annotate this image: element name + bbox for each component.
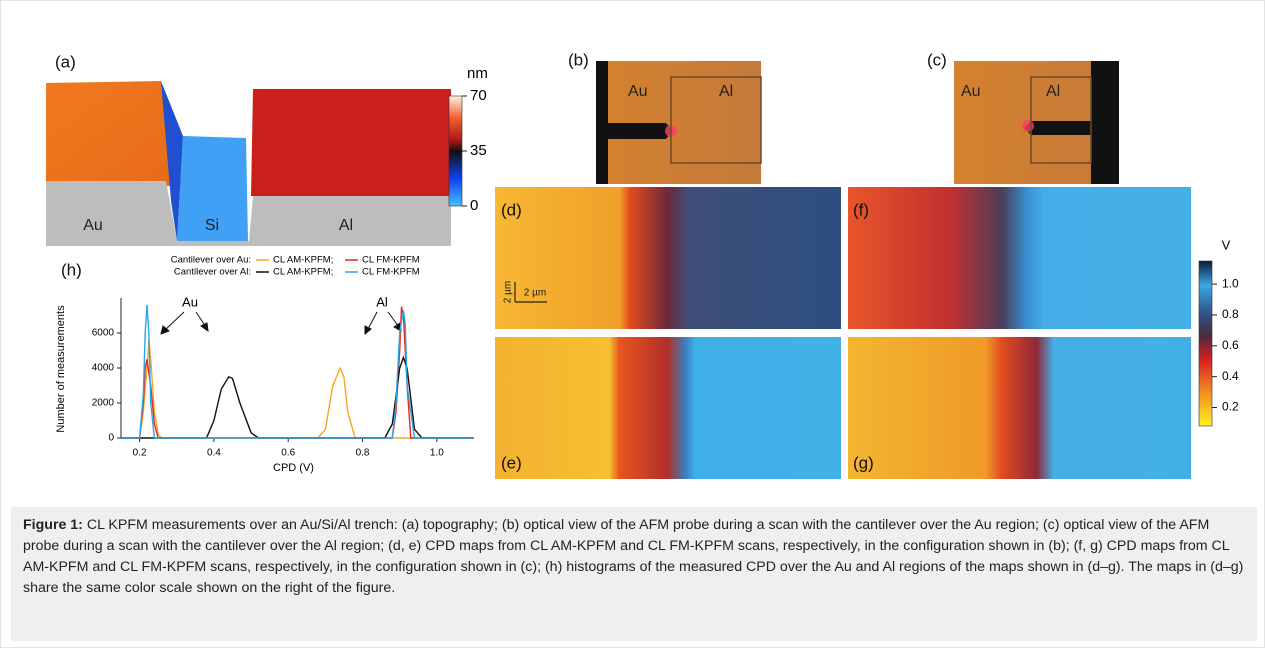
panel-label: (a) [55,52,76,71]
panel-label: (f) [853,200,869,219]
region-label: Au [628,83,648,100]
annotation: Au [182,294,198,309]
histogram-line [121,304,474,439]
panel-label: (h) [61,260,82,279]
panel-label: (d) [501,200,522,219]
colorbar-topo [448,95,463,207]
y-axis-label: Number of measurements [55,305,67,433]
panel-label: (b) [568,50,589,69]
colorbar-tick-label: 0.6 [1222,338,1239,352]
colorbar-unit: nm [467,65,488,82]
optical-b [596,61,762,184]
x-tick-label: 0.2 [133,448,147,459]
caption-text: CL KPFM measurements over an Au/Si/Al tr… [23,517,1244,596]
legend-label: CL AM-KPFM; [273,267,333,278]
histogram-line [121,306,474,439]
map-e [495,337,841,479]
region-label: Au [961,83,981,100]
x-tick-label: 0.4 [207,448,221,459]
colorbar-tick-label: 0.4 [1222,369,1239,383]
y-tick-label: 0 [108,433,114,444]
y-tick-label: 2000 [92,398,115,409]
legend-label: CL FM-KPFM [362,255,420,266]
colorbar-tick-label: 1.0 [1222,276,1239,290]
map-d [495,187,841,329]
optical-c [954,61,1119,184]
region-label: Au [83,217,103,234]
annotation: Al [376,294,388,309]
legend-row-label: Cantilever over Au: [171,255,251,266]
colorbar-tick-label: 70 [470,87,487,104]
panel-label: (g) [853,453,874,472]
caption: Figure 1: CL KPFM measurements over an A… [11,507,1257,641]
colorbar-tick-label: 35 [470,142,487,159]
legend-row-label: Cantilever over Al: [174,267,251,278]
y-tick-label: 4000 [92,363,115,374]
map-f [848,187,1191,329]
figure: (a) (b) (c) (d) (f) (e) (g) (h) Au Si Al… [46,50,1239,479]
x-tick-label: 0.6 [281,448,295,459]
region-label: Al [1046,83,1060,100]
map-g [848,337,1191,479]
caption-label: Figure 1: [23,517,83,533]
region-label: Si [205,217,219,234]
topography [46,81,451,246]
histogram-line [121,339,474,439]
histogram: 0 2000 4000 6000 0.2 0.4 0.6 0.8 1.0 CPD (V) Numbe… [55,255,474,474]
scale-label: 2 µm [503,281,514,303]
x-tick-label: 0.8 [356,448,370,459]
x-axis-label: CPD (V) [273,462,314,474]
panel-label: (e) [501,453,522,472]
colorbar-unit: V [1222,237,1231,252]
annotation-arrows [160,311,402,336]
histogram-line [121,355,474,439]
colorbar-cpd [1198,260,1213,427]
y-tick-label: 6000 [92,328,115,339]
legend-label: CL AM-KPFM; [273,255,333,266]
colorbar-tick-label: 0.8 [1222,307,1239,321]
scale-bar [514,282,547,303]
colorbar-tick-label: 0 [470,197,478,214]
scale-label: 2 µm [524,288,546,299]
x-tick-label: 1.0 [430,448,444,459]
legend-label: CL FM-KPFM [362,267,420,278]
colorbar-tick-label: 0.2 [1222,400,1239,414]
region-label: Al [339,217,353,234]
panel-label: (c) [927,50,947,69]
region-label: Al [719,83,733,100]
